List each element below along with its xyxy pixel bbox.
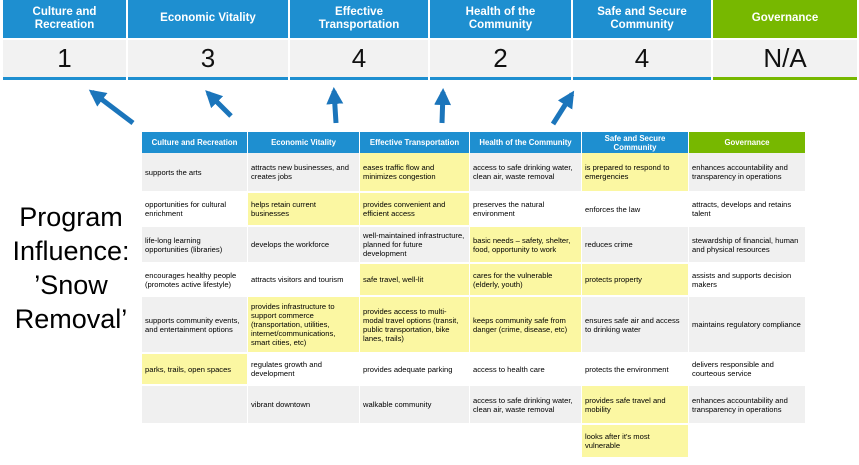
- table-row: parks, trails, open spaces regulates grow…: [142, 354, 806, 386]
- up-arrow-icon: [550, 90, 575, 126]
- score-value: 3: [128, 40, 288, 80]
- matrix-cell: well-maintained infrastructure, planned …: [360, 227, 470, 264]
- column-header-effective-transportation: Effective Transportation: [360, 132, 470, 153]
- scoreboard-column-economic-vitality: Economic Vitality 3: [128, 0, 288, 80]
- title-line: Program: [19, 202, 123, 232]
- matrix-cell: provides adequate parking: [360, 354, 470, 386]
- up-arrow-icon: [434, 88, 452, 124]
- score-value: 2: [430, 40, 571, 80]
- matrix-cell: [360, 425, 470, 459]
- matrix-cell: reduces crime: [582, 227, 689, 264]
- up-arrow-icon: [205, 90, 233, 118]
- category-header: Safe and Secure Community: [573, 0, 711, 38]
- table-row: supports community events, and entertain…: [142, 297, 806, 354]
- table-row: encourages healthy people (promotes acti…: [142, 264, 806, 297]
- scoreboard: Culture and Recreation 1 Economic Vitality…: [3, 0, 857, 80]
- matrix-cell: opportunities for cultural enrichment: [142, 193, 248, 227]
- score-value: N/A: [713, 40, 857, 80]
- up-arrow-icon: [88, 89, 135, 125]
- table-row: supports the arts attracts new businesses…: [142, 153, 806, 193]
- matrix-cell: supports the arts: [142, 153, 248, 193]
- column-header-governance: Governance: [689, 132, 806, 153]
- matrix-cell: walkable community: [360, 386, 470, 425]
- program-influence-title: Program Influence: ’Snow Removal’: [0, 200, 142, 336]
- matrix-cell: attracts visitors and tourism: [248, 264, 360, 297]
- matrix-cell: maintains regulatory compliance: [689, 297, 806, 354]
- matrix-cell: enhances accountability and transparency…: [689, 153, 806, 193]
- scoreboard-column-health-of-the-community: Health of the Community 2: [430, 0, 571, 80]
- matrix-cell-highlighted: keeps community safe from danger (crime,…: [470, 297, 582, 354]
- table-header-row: Culture and Recreation Economic Vitality E…: [142, 132, 806, 153]
- category-header: Economic Vitality: [128, 0, 288, 38]
- score-value: 4: [573, 40, 711, 80]
- matrix-cell: attracts new businesses, and creates job…: [248, 153, 360, 193]
- matrix-cell: supports community events, and entertain…: [142, 297, 248, 354]
- title-line: ’Snow: [34, 270, 108, 300]
- matrix-cell: assists and supports decision makers: [689, 264, 806, 297]
- matrix-cell-highlighted: helps retain current businesses: [248, 193, 360, 227]
- matrix-cell: [248, 425, 360, 459]
- table-row: opportunities for cultural enrichment hel…: [142, 193, 806, 227]
- up-arrow-icon: [326, 87, 344, 124]
- matrix-cell: enforces the law: [582, 193, 689, 227]
- matrix-cell: ensures safe air and access to drinking …: [582, 297, 689, 354]
- matrix-cell: preserves the natural environment: [470, 193, 582, 227]
- matrix-cell: enhances accountability and transparency…: [689, 386, 806, 425]
- title-line: Removal’: [14, 304, 128, 334]
- matrix-cell: [689, 425, 806, 459]
- matrix-cell-highlighted: provides infrastructure to support comme…: [248, 297, 360, 354]
- column-header-safe-and-secure-community: Safe and Secure Community: [582, 132, 689, 153]
- scoreboard-column-safe-and-secure-community: Safe and Secure Community 4: [573, 0, 711, 80]
- matrix-cell-highlighted: parks, trails, open spaces: [142, 354, 248, 386]
- matrix-cell: stewardship of financial, human and phys…: [689, 227, 806, 264]
- scoreboard-column-effective-transportation: Effective Transportation 4: [290, 0, 428, 80]
- matrix-cell: vibrant downtown: [248, 386, 360, 425]
- table-row: vibrant downtown walkable community access…: [142, 386, 806, 425]
- score-value: 4: [290, 40, 428, 80]
- matrix-cell: [142, 386, 248, 425]
- table-head: Culture and Recreation Economic Vitality E…: [142, 132, 806, 153]
- matrix-cell-highlighted: basic needs – safety, shelter, food, opp…: [470, 227, 582, 264]
- table-row: looks after it's most vulnerable: [142, 425, 806, 459]
- table-row: life-long learning opportunities (librar…: [142, 227, 806, 264]
- matrix-cell-highlighted: safe travel, well-lit: [360, 264, 470, 297]
- matrix-cell: life-long learning opportunities (librar…: [142, 227, 248, 264]
- matrix-cell: [470, 425, 582, 459]
- matrix-cell: attracts, develops and retains talent: [689, 193, 806, 227]
- category-header: Culture and Recreation: [3, 0, 126, 38]
- matrix-cell: access to safe drinking water, clean air…: [470, 386, 582, 425]
- priorities-matrix: Culture and Recreation Economic Vitality E…: [142, 132, 806, 459]
- matrix-cell-highlighted: provides access to multi-modal travel op…: [360, 297, 470, 354]
- category-header: Health of the Community: [430, 0, 571, 38]
- scoreboard-column-culture-and-recreation: Culture and Recreation 1: [3, 0, 126, 80]
- matrix-cell: protects the environment: [582, 354, 689, 386]
- matrix-cell-highlighted: protects property: [582, 264, 689, 297]
- scoreboard-column-governance: Governance N/A: [713, 0, 857, 80]
- priorities-table: Culture and Recreation Economic Vitality E…: [142, 132, 806, 459]
- matrix-cell: access to health care: [470, 354, 582, 386]
- matrix-cell: access to safe drinking water, clean air…: [470, 153, 582, 193]
- matrix-cell: encourages healthy people (promotes acti…: [142, 264, 248, 297]
- matrix-cell-highlighted: is prepared to respond to emergencies: [582, 153, 689, 193]
- title-line: Influence:: [12, 236, 130, 266]
- matrix-cell-highlighted: cares for the vulnerable (elderly, youth…: [470, 264, 582, 297]
- matrix-cell-highlighted: looks after it's most vulnerable: [582, 425, 689, 459]
- matrix-cell: delivers responsible and courteous servi…: [689, 354, 806, 386]
- table-body: supports the arts attracts new businesses…: [142, 153, 806, 459]
- category-header: Governance: [713, 0, 857, 38]
- matrix-cell-highlighted: provides convenient and efficient access: [360, 193, 470, 227]
- column-header-health-of-the-community: Health of the Community: [470, 132, 582, 153]
- score-value: 1: [3, 40, 126, 80]
- matrix-cell: [142, 425, 248, 459]
- matrix-cell: develops the workforce: [248, 227, 360, 264]
- column-header-economic-vitality: Economic Vitality: [248, 132, 360, 153]
- matrix-cell-highlighted: eases traffic flow and minimizes congest…: [360, 153, 470, 193]
- category-header: Effective Transportation: [290, 0, 428, 38]
- matrix-cell-highlighted: provides safe travel and mobility: [582, 386, 689, 425]
- column-header-culture-and-recreation: Culture and Recreation: [142, 132, 248, 153]
- matrix-cell: regulates growth and development: [248, 354, 360, 386]
